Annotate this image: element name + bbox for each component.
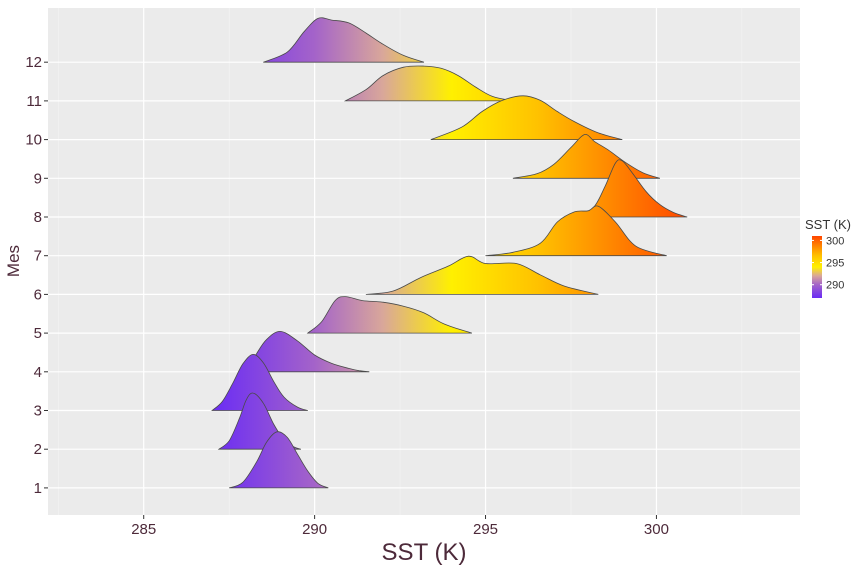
y-tick-label: 11 bbox=[26, 93, 42, 110]
ridge-month-8 bbox=[580, 159, 688, 218]
y-tick-label: 10 bbox=[25, 132, 42, 149]
x-tick-label: 295 bbox=[473, 521, 498, 538]
legend-title: SST (K) bbox=[805, 217, 851, 232]
y-axis-title: Mes bbox=[4, 245, 23, 277]
legend-colorbar bbox=[812, 236, 822, 298]
y-tick-label: 2 bbox=[34, 441, 42, 458]
density-ridges bbox=[211, 17, 688, 489]
y-tick-label: 4 bbox=[34, 364, 42, 381]
legend-ticks: 290 295 300 bbox=[812, 235, 844, 292]
ridge-month-12 bbox=[263, 17, 425, 63]
y-tick-label: 7 bbox=[34, 248, 42, 265]
legend-tick-label: 290 bbox=[826, 280, 844, 292]
ridge-month-1 bbox=[229, 431, 329, 489]
y-tick-label: 9 bbox=[34, 170, 42, 187]
y-tick-label: 8 bbox=[34, 209, 42, 226]
ridge-month-6 bbox=[365, 255, 599, 295]
legend-tick-label: 295 bbox=[826, 258, 844, 270]
x-tick-label: 285 bbox=[131, 521, 156, 538]
x-axis-title: SST (K) bbox=[382, 539, 467, 566]
x-tick-label: 300 bbox=[644, 521, 669, 538]
y-tick-label: 6 bbox=[34, 286, 42, 303]
x-tick-label: 290 bbox=[302, 521, 327, 538]
y-tick-label: 3 bbox=[34, 403, 42, 420]
ridge-month-10 bbox=[430, 95, 623, 140]
color-legend: SST (K) 290 295 300 bbox=[805, 217, 851, 298]
ridge-month-11 bbox=[343, 65, 513, 102]
ridge-month-7 bbox=[485, 205, 667, 257]
x-axis: 285 290 295 300 bbox=[131, 515, 669, 538]
legend-tick-label: 300 bbox=[826, 235, 844, 247]
y-tick-label: 12 bbox=[25, 54, 42, 71]
ridge-month-4 bbox=[245, 330, 370, 373]
y-tick-label: 1 bbox=[34, 480, 42, 497]
ridge-month-5 bbox=[306, 296, 473, 334]
y-tick-label: 5 bbox=[34, 325, 42, 342]
ridge-month-3 bbox=[211, 354, 308, 411]
